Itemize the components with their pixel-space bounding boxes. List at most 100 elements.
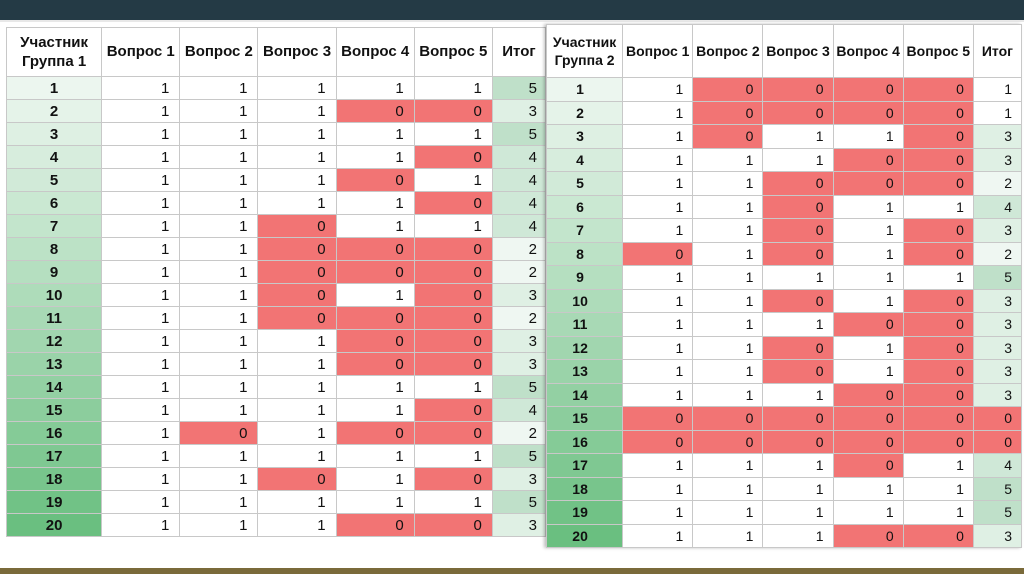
- answer-cell-q4: 0: [335, 260, 415, 284]
- answer-cell-q1: 0: [622, 406, 694, 431]
- total-cell: 3: [491, 352, 547, 376]
- answer-cell-q2: 1: [179, 260, 259, 284]
- answer-cell-q2: 1: [692, 453, 764, 478]
- answer-cell-q3: 1: [257, 444, 337, 468]
- answer-cell-q2: 1: [692, 288, 764, 313]
- answer-cell-q2: 1: [179, 467, 259, 491]
- participant-id-cell: 9: [5, 260, 103, 284]
- participant-id-cell: 20: [545, 523, 624, 548]
- header-question-2: Вопрос 2: [692, 24, 764, 78]
- answer-cell-q2: 1: [179, 237, 259, 261]
- answer-cell-q5: 1: [413, 490, 493, 514]
- total-cell: 3: [972, 218, 1023, 243]
- total-cell: 5: [491, 444, 547, 468]
- total-cell: 3: [972, 523, 1023, 548]
- total-cell: 1: [972, 100, 1023, 125]
- answer-cell-q2: 1: [179, 375, 259, 399]
- table-row: 19 1 1 1 1 1 5: [545, 500, 1023, 525]
- answer-cell-q4: 0: [335, 168, 415, 192]
- answer-cell-q5: 0: [413, 145, 493, 169]
- answer-cell-q2: 0: [692, 124, 764, 149]
- answer-cell-q5: 0: [902, 288, 974, 313]
- answer-cell-q2: 1: [692, 241, 764, 266]
- answer-cell-q4: 1: [335, 375, 415, 399]
- answer-cell-q5: 0: [902, 429, 974, 454]
- table-row: 14 1 1 1 1 1 5: [5, 375, 547, 399]
- answer-cell-q5: 0: [902, 359, 974, 384]
- header-question-5: Вопрос 5: [902, 24, 974, 78]
- answer-cell-q4: 0: [335, 352, 415, 376]
- answer-cell-q1: 1: [101, 191, 181, 215]
- participant-id-cell: 11: [545, 312, 624, 337]
- total-cell: 2: [491, 237, 547, 261]
- slide-top-bar-rule: [0, 20, 1024, 22]
- answer-cell-q2: 0: [692, 100, 764, 125]
- answer-cell-q5: 1: [413, 122, 493, 146]
- answer-cell-q2: 1: [179, 168, 259, 192]
- participant-id-cell: 5: [545, 171, 624, 196]
- answer-cell-q1: 1: [101, 76, 181, 100]
- total-cell: 5: [491, 76, 547, 100]
- total-cell: 5: [972, 476, 1023, 501]
- answer-cell-q4: 0: [832, 312, 904, 337]
- participant-id-cell: 9: [545, 265, 624, 290]
- answer-cell-q4: 1: [832, 265, 904, 290]
- participant-id-cell: 4: [545, 147, 624, 172]
- answer-cell-q4: 1: [832, 335, 904, 360]
- answer-cell-q4: 1: [335, 145, 415, 169]
- answer-cell-q4: 1: [832, 359, 904, 384]
- answer-cell-q3: 1: [762, 453, 834, 478]
- answer-cell-q2: 0: [692, 77, 764, 102]
- answer-cell-q3: 1: [257, 168, 337, 192]
- answer-cell-q4: 1: [335, 490, 415, 514]
- answer-cell-q3: 0: [257, 283, 337, 307]
- answer-cell-q1: 1: [622, 147, 694, 172]
- answer-cell-q2: 1: [179, 283, 259, 307]
- total-cell: 4: [491, 398, 547, 422]
- answer-cell-q3: 1: [257, 99, 337, 123]
- answer-cell-q5: 0: [902, 171, 974, 196]
- answer-cell-q5: 0: [413, 237, 493, 261]
- answer-cell-q2: 1: [692, 147, 764, 172]
- answer-cell-q4: 1: [832, 218, 904, 243]
- header-total: Итог: [972, 24, 1023, 78]
- table-row: 16 1 0 1 0 0 2: [5, 421, 547, 445]
- participant-id-cell: 8: [5, 237, 103, 261]
- group2-results-table: Участник Группа 2 Вопрос 1 Вопрос 2 Вопрос …: [545, 24, 1023, 548]
- answer-cell-q2: 1: [179, 398, 259, 422]
- participant-id-cell: 3: [5, 122, 103, 146]
- total-cell: 4: [491, 145, 547, 169]
- answer-cell-q4: 1: [335, 398, 415, 422]
- answer-cell-q5: 0: [902, 312, 974, 337]
- answer-cell-q1: 1: [622, 312, 694, 337]
- answer-cell-q1: 1: [101, 122, 181, 146]
- table-header-row: Участник Группа 2 Вопрос 1 Вопрос 2 Вопрос …: [545, 24, 1023, 78]
- answer-cell-q5: 1: [413, 76, 493, 100]
- answer-cell-q1: 1: [101, 237, 181, 261]
- table-row: 17 1 1 1 1 1 5: [5, 444, 547, 468]
- answer-cell-q2: 0: [692, 429, 764, 454]
- answer-cell-q5: 0: [902, 241, 974, 266]
- answer-cell-q5: 0: [902, 335, 974, 360]
- answer-cell-q4: 0: [832, 77, 904, 102]
- table-row: 20 1 1 1 0 0 3: [545, 523, 1023, 548]
- answer-cell-q4: 0: [335, 421, 415, 445]
- slide-bottom-bar: [0, 568, 1024, 574]
- answer-cell-q4: 0: [335, 513, 415, 537]
- answer-cell-q2: 0: [692, 406, 764, 431]
- answer-cell-q2: 1: [179, 490, 259, 514]
- answer-cell-q4: 1: [832, 288, 904, 313]
- participant-id-cell: 1: [5, 76, 103, 100]
- answer-cell-q3: 1: [257, 329, 337, 353]
- answer-cell-q4: 1: [832, 476, 904, 501]
- answer-cell-q5: 0: [902, 100, 974, 125]
- answer-cell-q4: 1: [832, 500, 904, 525]
- answer-cell-q5: 0: [902, 147, 974, 172]
- table-row: 10 1 1 0 1 0 3: [5, 283, 547, 307]
- answer-cell-q1: 1: [101, 329, 181, 353]
- answer-cell-q5: 0: [413, 191, 493, 215]
- answer-cell-q1: 1: [101, 260, 181, 284]
